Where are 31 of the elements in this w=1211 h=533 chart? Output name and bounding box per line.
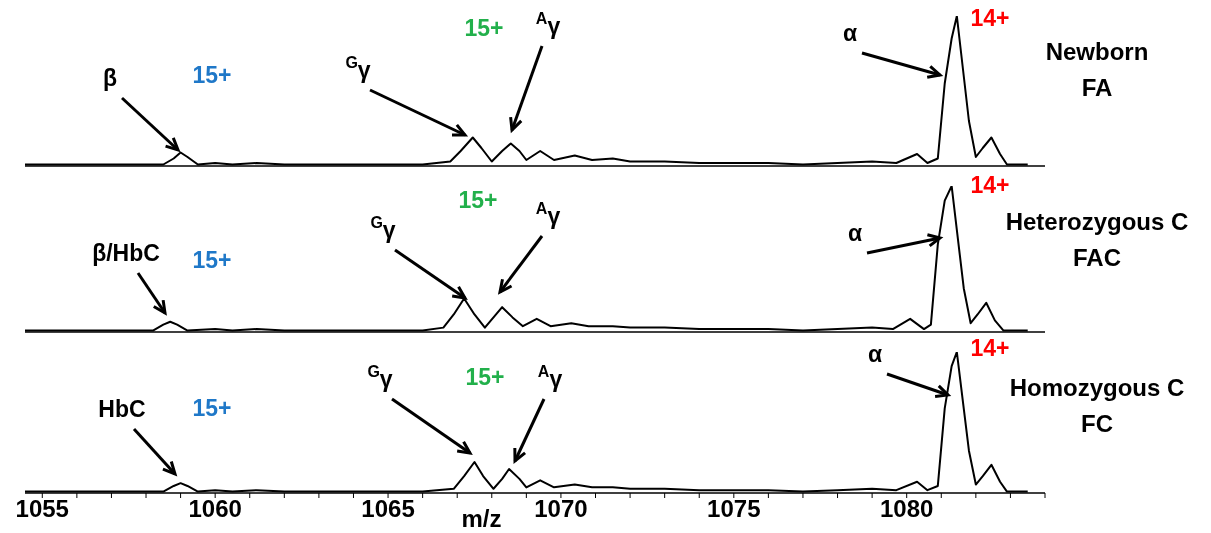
text: Heterozygous C FAC — [1005, 208, 1189, 271]
annotation: HbC — [98, 396, 146, 423]
annotation: 14+ — [970, 335, 1010, 362]
annotation: α — [842, 20, 858, 47]
text: Newborn FA — [1045, 38, 1149, 101]
annotation: α — [847, 220, 863, 247]
x-tick-label: 1080 — [880, 495, 934, 523]
text: Homozygous C FC — [1009, 374, 1185, 437]
annotation: 15+ — [464, 15, 504, 42]
x-tick-label: 1060 — [188, 495, 242, 523]
x-tick-label: 1070 — [534, 495, 588, 523]
annotation: 15+ — [458, 187, 498, 214]
annotation: 15+ — [192, 395, 232, 422]
x-tick-label: 1055 — [15, 495, 69, 523]
annotation: β/HbC — [92, 240, 160, 267]
annotation: $^{G}$γ — [367, 362, 393, 393]
x-axis-title: m/z — [461, 505, 502, 532]
annotation: $^{A}$γ — [535, 199, 561, 230]
x-tick-label: 1065 — [361, 495, 415, 523]
annotation: 14+ — [970, 172, 1010, 199]
annotation: 15+ — [465, 364, 505, 391]
annotation: 15+ — [192, 247, 232, 274]
annotation: $^{G}$γ — [370, 213, 396, 244]
annotation: 14+ — [970, 5, 1010, 32]
annotation: β — [102, 65, 118, 92]
annotation: α — [867, 341, 883, 368]
annotation: 15+ — [192, 62, 232, 89]
annotation: $^{A}$γ — [537, 362, 563, 393]
x-tick-label: 1075 — [707, 495, 761, 523]
annotation: $^{A}$γ — [535, 9, 561, 40]
annotation: $^{G}$γ — [345, 53, 371, 84]
